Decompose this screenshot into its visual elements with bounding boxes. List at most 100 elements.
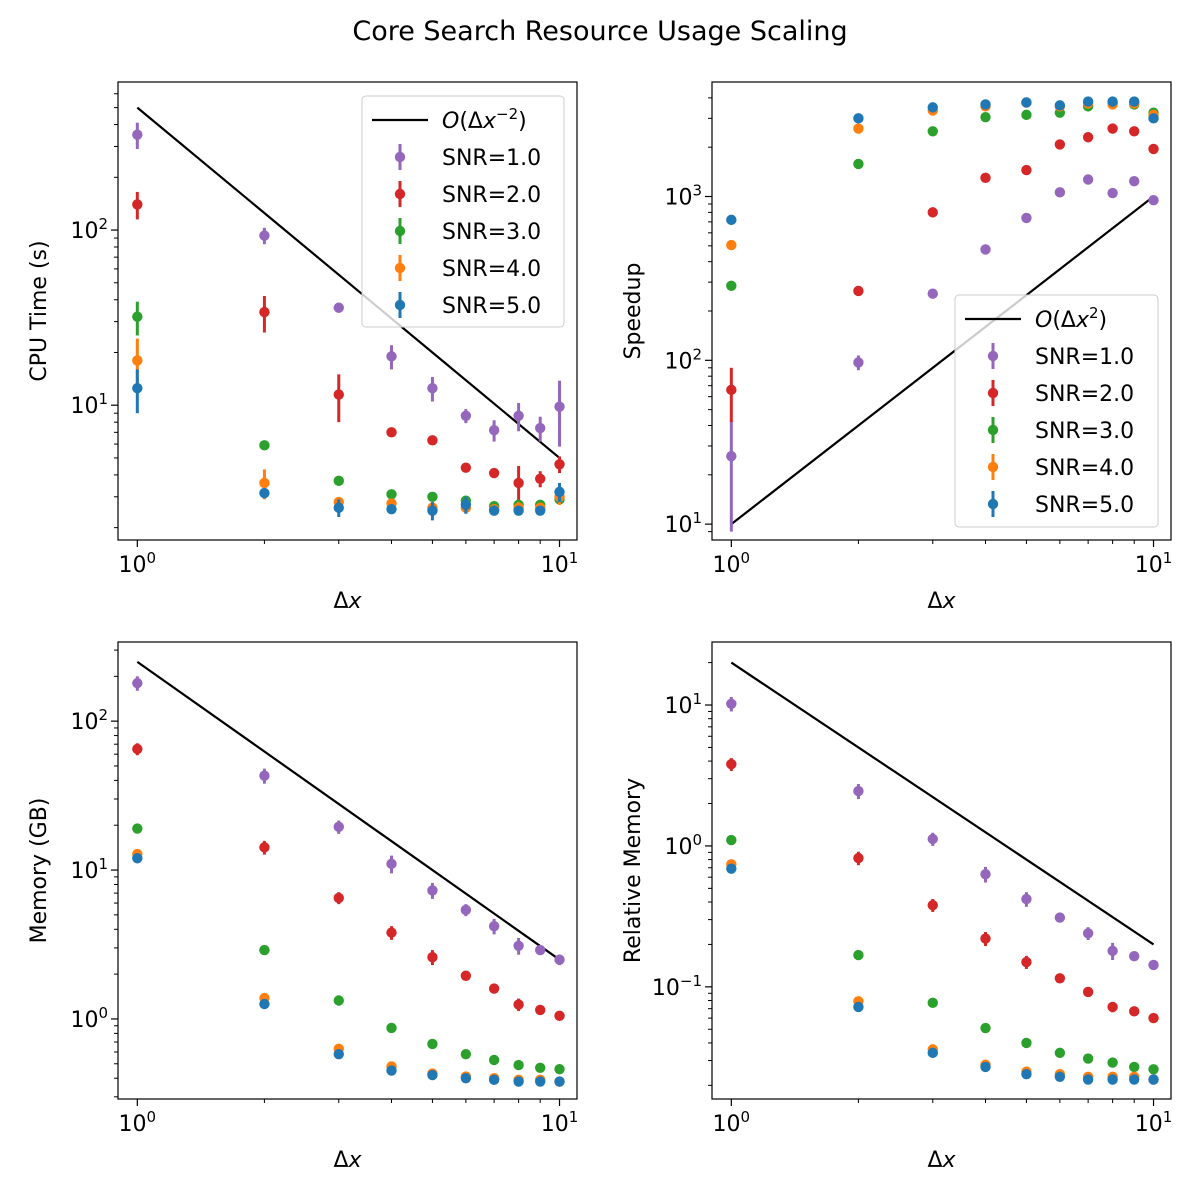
- data-point: [554, 401, 565, 412]
- legend-label: SNR=3.0: [1035, 419, 1134, 444]
- data-point: [554, 459, 565, 470]
- data-point: [980, 244, 991, 255]
- series-snr-2-0: [132, 743, 565, 1021]
- legend-label-reference: O(Δx2): [1035, 304, 1107, 333]
- series-snr-3-0: [132, 823, 565, 1075]
- series-snr-4-0: [132, 848, 565, 1087]
- data-point: [1054, 1047, 1066, 1059]
- series-snr-4-0: [726, 859, 1159, 1085]
- data-point: [1107, 96, 1118, 107]
- y-axis-label: Memory (GB): [27, 798, 52, 944]
- data-point: [1107, 123, 1118, 134]
- series-snr-5-0: [726, 96, 1159, 226]
- data-point: [460, 499, 472, 511]
- data-point: [132, 311, 143, 322]
- y-tick-label: 101: [664, 690, 702, 719]
- data-point: [460, 462, 472, 473]
- legend-label: SNR=4.0: [1035, 456, 1134, 481]
- legend: O(Δx−2) SNR=1.0 SNR=2.0 SNR=3.0 SNR=4.0 SNR=5…: [361, 95, 565, 328]
- data-point: [1107, 1057, 1118, 1068]
- reference-line: [730, 195, 1155, 525]
- data-point: [1082, 1053, 1094, 1064]
- data-point: [1054, 1071, 1066, 1082]
- legend-label: SNR=1.0: [1035, 345, 1134, 370]
- data-point: [513, 1076, 524, 1087]
- data-point: [853, 285, 864, 297]
- legend-handle-marker: [987, 461, 999, 473]
- legend-label: SNR=5.0: [442, 294, 541, 319]
- data-point: [427, 383, 438, 394]
- axes-frame: [117, 81, 578, 541]
- plot-area: [132, 106, 565, 521]
- data-point: [853, 113, 864, 124]
- data-point: [427, 491, 438, 502]
- data-point: [386, 858, 397, 870]
- data-point: [1107, 1074, 1118, 1085]
- data-point: [980, 933, 991, 944]
- data-point: [488, 920, 500, 932]
- data-point: [386, 489, 397, 500]
- data-point: [513, 477, 524, 489]
- data-point: [980, 99, 991, 110]
- data-point: [853, 852, 864, 864]
- x-tick-label: 101: [541, 549, 579, 578]
- data-point: [726, 834, 737, 846]
- data-point: [1021, 956, 1032, 968]
- data-point: [1148, 959, 1159, 971]
- data-point: [259, 487, 270, 499]
- data-point: [333, 821, 344, 833]
- data-point: [1148, 113, 1159, 124]
- data-point: [132, 199, 143, 210]
- chart-panel-2: 100 101 101 102 103 Δx Speedup O(Δx2) SNR=1.0 SNR…: [621, 81, 1172, 614]
- figure-title: Core Search Resource Usage Scaling: [352, 16, 848, 47]
- reference-line: [136, 106, 561, 459]
- data-point: [853, 785, 864, 797]
- legend-label: SNR=5.0: [1035, 493, 1134, 518]
- series-snr-4-0: [726, 97, 1159, 251]
- data-point: [1082, 174, 1094, 185]
- series-snr-2-0: [726, 758, 1159, 1024]
- legend-frame: [954, 294, 1159, 528]
- data-point: [1129, 126, 1140, 137]
- series-snr-3-0: [726, 98, 1159, 292]
- data-point: [1021, 1037, 1032, 1049]
- y-axis-label: CPU Time (s): [27, 240, 52, 381]
- data-point: [980, 869, 991, 880]
- data-point: [1129, 96, 1140, 107]
- data-point: [853, 123, 864, 134]
- y-tick-label: 101: [664, 509, 702, 538]
- data-point: [535, 1076, 546, 1087]
- data-point: [726, 863, 737, 874]
- legend-label: SNR=2.0: [442, 183, 541, 208]
- data-point: [726, 450, 737, 462]
- x-tick-label: 101: [1135, 1108, 1173, 1137]
- data-point: [726, 214, 737, 226]
- data-point: [132, 355, 143, 366]
- data-point: [488, 983, 500, 994]
- series-snr-1-0: [726, 696, 1159, 971]
- y-tick-label: 101: [70, 390, 108, 419]
- legend-label-reference: O(Δx−2): [442, 105, 527, 134]
- chart-panel-3: 100 101 100 101 102 Δx Memory (GB): [27, 641, 579, 1173]
- data-point: [1148, 1064, 1159, 1075]
- data-point: [1082, 96, 1094, 107]
- data-point: [259, 998, 270, 1010]
- legend-handle-marker: [394, 151, 406, 163]
- data-point: [554, 1076, 565, 1087]
- data-point: [1054, 139, 1066, 150]
- data-point: [927, 288, 938, 299]
- data-point: [1082, 986, 1094, 998]
- data-point: [535, 422, 546, 434]
- reference-line: [730, 661, 1155, 946]
- series-snr-3-0: [132, 301, 565, 512]
- data-point: [1148, 1012, 1159, 1024]
- legend-handle-marker: [987, 350, 999, 362]
- data-point: [132, 129, 143, 140]
- x-tick-label: 101: [541, 1108, 579, 1137]
- x-tick-label: 100: [119, 1108, 157, 1137]
- legend-handle-marker: [394, 188, 406, 200]
- data-point: [513, 940, 524, 951]
- legend: O(Δx2) SNR=1.0 SNR=2.0 SNR=3.0 SNR=4.0 SNR=5.…: [954, 294, 1159, 528]
- data-point: [535, 505, 546, 516]
